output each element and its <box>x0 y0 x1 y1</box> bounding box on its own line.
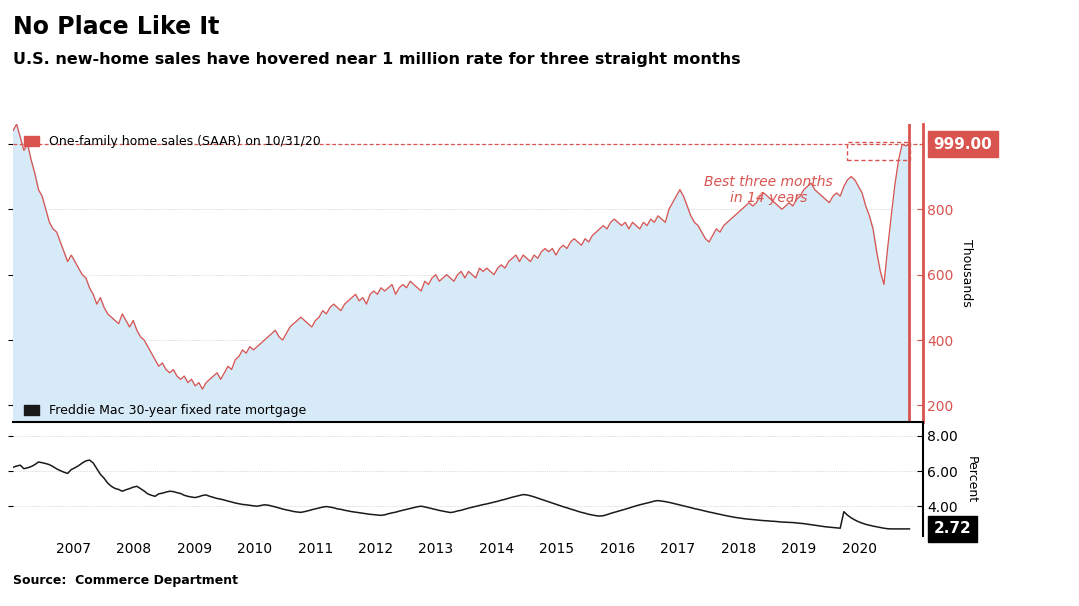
Legend: One-family home sales (SAAR) on 10/31/20: One-family home sales (SAAR) on 10/31/20 <box>19 130 326 153</box>
Text: U.S. new-home sales have hovered near 1 million rate for three straight months: U.S. new-home sales have hovered near 1 … <box>13 52 740 67</box>
Text: Source:  Commerce Department: Source: Commerce Department <box>13 574 238 587</box>
Legend: Freddie Mac 30-year fixed rate mortgage: Freddie Mac 30-year fixed rate mortgage <box>19 399 312 422</box>
Y-axis label: Thousands: Thousands <box>960 239 973 307</box>
Text: No Place Like It: No Place Like It <box>13 15 219 39</box>
Text: 2.72: 2.72 <box>933 521 971 536</box>
Y-axis label: Percent: Percent <box>965 456 978 502</box>
Text: Best three months
in 14 years: Best three months in 14 years <box>705 175 833 205</box>
Text: 999.00: 999.00 <box>933 137 993 152</box>
